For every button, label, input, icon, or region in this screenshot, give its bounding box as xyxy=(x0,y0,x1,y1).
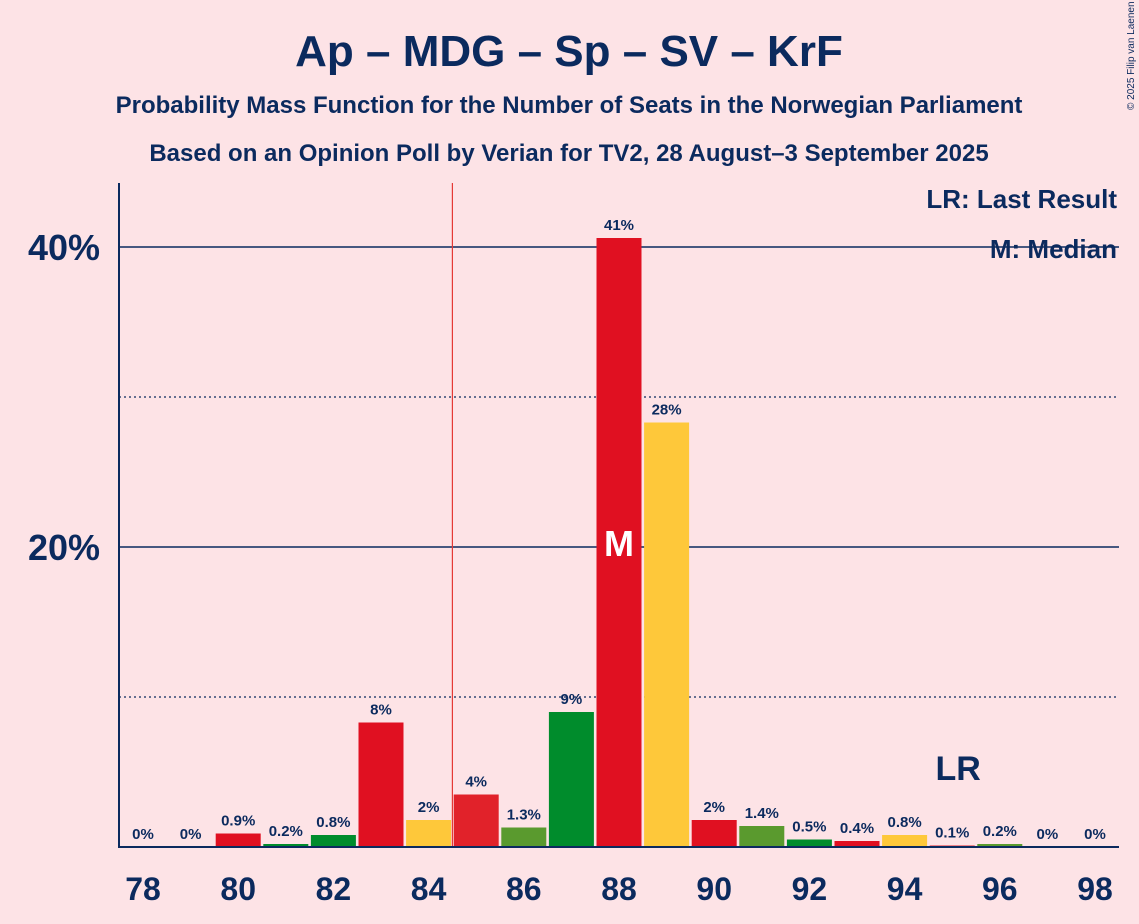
bar-label: 41% xyxy=(604,217,634,234)
bar xyxy=(548,712,594,847)
axes xyxy=(118,183,1119,848)
bar xyxy=(358,722,404,847)
bars xyxy=(215,238,1023,847)
x-tick-label: 84 xyxy=(411,871,447,907)
bar-label: 8% xyxy=(370,702,392,719)
legend-median: M: Median xyxy=(990,234,1117,264)
x-tick-label: 98 xyxy=(1077,871,1113,907)
bar-label: 0.4% xyxy=(840,820,874,837)
bar xyxy=(739,826,785,847)
y-tick-label: 40% xyxy=(28,227,100,268)
y-axis-ticks: 20% 40% xyxy=(28,227,100,568)
x-tick-label: 92 xyxy=(792,871,828,907)
x-tick-label: 86 xyxy=(506,871,542,907)
bar xyxy=(263,844,309,847)
bar xyxy=(834,841,880,847)
bar-label: 0.2% xyxy=(983,823,1017,840)
copyright: © 2025 Filip van Laenen xyxy=(1126,1,1137,110)
bar xyxy=(644,422,690,847)
bar-label: 0.5% xyxy=(792,819,826,836)
bar xyxy=(596,238,642,847)
bar-label: 0.8% xyxy=(887,814,921,831)
legend-last-result: LR: Last Result xyxy=(926,184,1117,214)
bar-label: 1.4% xyxy=(745,805,779,822)
bar-label: 0.2% xyxy=(269,823,303,840)
bar-label: 2% xyxy=(703,799,725,816)
bar-labels: 0% 0% 0.9% 0.2% 0.8% 8% 2% 4% 1.3% 9% 41% 28% 2% 1.4%… xyxy=(132,217,1106,843)
x-tick-label: 82 xyxy=(316,871,352,907)
bar-label: 0% xyxy=(180,826,202,843)
bar-label: 1.3% xyxy=(507,807,541,824)
x-tick-label: 78 xyxy=(125,871,161,907)
x-tick-label: 96 xyxy=(982,871,1018,907)
bar xyxy=(882,835,928,847)
x-axis-ticks: 78 80 82 84 86 88 90 92 94 96 98 xyxy=(125,871,1113,907)
bar-label: 28% xyxy=(652,402,682,419)
bar-label: 9% xyxy=(561,691,583,708)
bar xyxy=(977,844,1023,847)
median-marker: M xyxy=(604,523,634,564)
chart-title: Ap – MDG – Sp – SV – KrF xyxy=(295,27,843,76)
bar xyxy=(501,827,547,847)
bar xyxy=(786,839,832,847)
bar-label: 0% xyxy=(1084,826,1106,843)
x-tick-label: 80 xyxy=(220,871,256,907)
bar-label: 4% xyxy=(465,774,487,791)
chart-source: Based on an Opinion Poll by Verian for T… xyxy=(149,140,988,167)
bar xyxy=(215,833,261,847)
bar-label: 2% xyxy=(418,799,440,816)
chart-subtitle: Probability Mass Function for the Number… xyxy=(116,92,1023,119)
bar-label: 0.1% xyxy=(935,825,969,842)
x-tick-label: 94 xyxy=(887,871,923,907)
bar-label: 0.9% xyxy=(221,813,255,830)
x-tick-label: 88 xyxy=(601,871,637,907)
bar xyxy=(406,820,452,847)
bar xyxy=(691,820,737,847)
bar xyxy=(310,835,356,847)
x-tick-label: 90 xyxy=(696,871,732,907)
bar-label: 0% xyxy=(1037,826,1059,843)
bar-label: 0% xyxy=(132,826,154,843)
bar-label: 0.8% xyxy=(316,814,350,831)
y-tick-label: 20% xyxy=(28,527,100,568)
bar xyxy=(453,794,499,847)
last-result-marker: LR xyxy=(936,750,981,788)
